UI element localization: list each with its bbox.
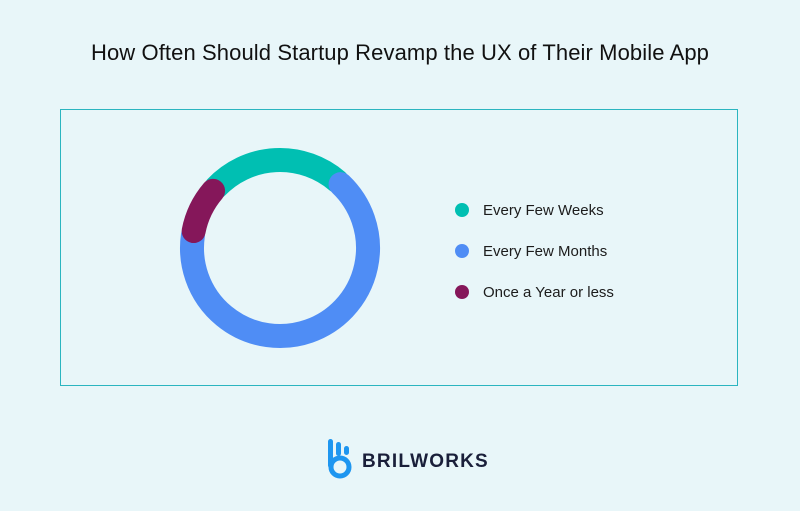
chart-panel	[60, 109, 738, 386]
legend-label: Every Few Months	[483, 242, 608, 260]
legend-swatch	[455, 203, 469, 217]
legend-item-once-a-year-or-less: Once a Year or less	[455, 282, 614, 302]
legend-item-every-few-weeks: Every Few Weeks	[455, 200, 614, 220]
legend-swatch	[455, 244, 469, 258]
donut-chart	[180, 148, 380, 348]
donut-segment-every-few-weeks	[204, 148, 350, 200]
chart-title: How Often Should Startup Revamp the UX o…	[90, 40, 710, 65]
donut-segment-every-few-months	[180, 172, 380, 348]
legend-label: Every Few Weeks	[483, 201, 604, 219]
legend-swatch	[455, 285, 469, 299]
legend-label: Once a Year or less	[483, 283, 614, 301]
brand-name: BRILWORKS	[362, 451, 489, 472]
brand-logo: BRILWORKS	[326, 437, 489, 479]
brilworks-logo-icon	[328, 439, 352, 479]
donut-segment-once-a-year-or-less	[181, 178, 226, 244]
legend-item-every-few-months: Every Few Months	[455, 241, 614, 261]
chart-legend: Every Few Weeks Every Few Months Once a …	[455, 200, 614, 323]
